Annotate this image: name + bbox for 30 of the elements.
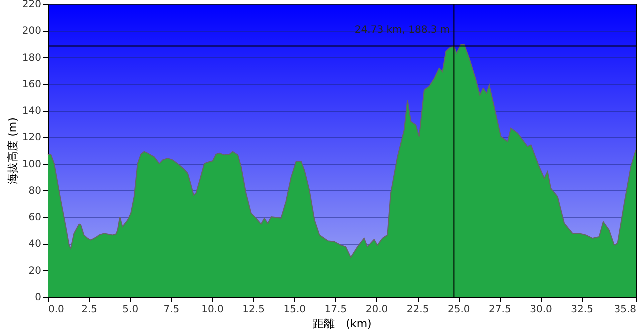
x-tick-label: 30.0: [530, 304, 552, 316]
x-tick-label: 5.0: [122, 304, 139, 316]
x-tick-label: 32.5: [571, 304, 594, 316]
x-tick-label: 12.5: [242, 304, 265, 316]
y-tick-label: 140: [22, 106, 42, 118]
x-tick-label: 22.5: [406, 304, 430, 316]
y-axis-title: 海拔高度 (m): [6, 118, 20, 184]
y-tick-label: 220: [22, 0, 42, 10]
y-tick-label: 60: [28, 212, 42, 224]
x-tick-label: 0.0: [48, 304, 64, 316]
y-tick-label: 100: [22, 159, 42, 170]
y-tick-label: 180: [22, 52, 42, 64]
x-tick-label: 10.0: [202, 304, 224, 316]
x-axis-title: 距離 (km): [313, 318, 372, 330]
annotation: 24.73 km, 188.3 m: [354, 25, 450, 36]
y-tick-label: 200: [22, 26, 42, 38]
x-tick-label: 2.5: [82, 304, 98, 316]
x-tick-label: 17.5: [324, 304, 348, 316]
y-tick-label: 160: [22, 79, 42, 90]
y-tick-label: 40: [28, 239, 42, 250]
y-tick-label: 20: [28, 266, 42, 277]
x-tick-label: 27.5: [489, 304, 512, 316]
x-tick-label: 7.5: [164, 304, 180, 316]
x-tick-label: 25.0: [448, 304, 470, 316]
x-tick-label: 15.0: [284, 304, 306, 316]
y-tick-label: 0: [35, 292, 42, 304]
x-tick-label: 35.8: [614, 304, 636, 316]
x-tick-label: 20.0: [366, 304, 388, 316]
y-tick-label: 80: [28, 186, 42, 197]
y-tick-label: 120: [22, 132, 42, 144]
